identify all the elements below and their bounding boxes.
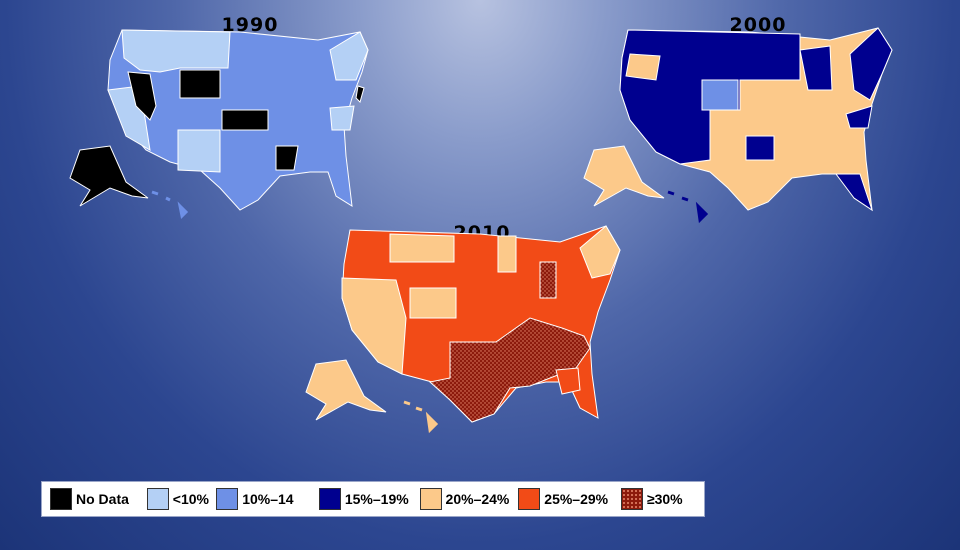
region-co-light <box>409 287 457 319</box>
legend-swatch <box>318 488 341 510</box>
map-title-2000: 2000 <box>729 14 787 36</box>
legend-label: 10%–14 <box>242 491 294 507</box>
region-nm-light <box>177 129 221 173</box>
region-mn-light <box>497 235 517 273</box>
us-map-2000 <box>583 27 893 224</box>
legend-label: 20%–24% <box>445 491 510 507</box>
nodata-nj <box>355 85 365 103</box>
hawaii-2000 <box>667 190 709 224</box>
region-colorado-mid <box>701 79 739 111</box>
nodata-kansas <box>221 109 269 131</box>
legend-label: 25%–29% <box>544 491 609 507</box>
legend-swatch <box>518 488 541 510</box>
map-title-1990: 1990 <box>221 14 279 36</box>
legend-swatch <box>419 488 442 510</box>
region-ne-light <box>329 31 369 81</box>
legend-swatch <box>620 488 643 510</box>
alaska-2010 <box>305 359 387 421</box>
alaska-2000 <box>583 145 665 207</box>
region-wi-dark <box>799 45 833 91</box>
legend-item: 25%–29% <box>518 488 616 510</box>
nodata-alaska <box>69 145 149 207</box>
us-map-1990 <box>69 29 369 220</box>
region-va-dark <box>845 105 873 129</box>
nodata-nevada <box>127 71 157 121</box>
legend-label: <10% <box>172 491 209 507</box>
nodata-arkansas <box>275 145 299 171</box>
legend-item: 20%–24% <box>419 488 514 510</box>
legend-swatch <box>216 488 239 510</box>
region-fl-dark <box>835 173 873 212</box>
legend-item: 15%–19% <box>318 488 415 510</box>
legend-label: ≥30% <box>646 491 683 507</box>
region-ne-dark <box>849 27 893 101</box>
legend-item: No Data <box>50 488 142 510</box>
hawaii-2010 <box>403 400 439 434</box>
region-ok-dark <box>745 135 775 161</box>
region-mi-dotted <box>539 261 557 299</box>
region-nw-light <box>121 29 231 73</box>
us-map-2010 <box>305 225 621 434</box>
region-ga-orange <box>555 367 581 395</box>
legend-label: No Data <box>76 491 129 507</box>
legend-item: 10%–14 <box>216 488 314 510</box>
region-mt-light <box>389 233 455 263</box>
hawaii-1990 <box>151 190 189 220</box>
region-mid-light <box>329 105 355 131</box>
legend-item: <10% <box>146 488 211 510</box>
region-ne-light <box>579 225 621 279</box>
legend-label: 15%–19% <box>344 491 409 507</box>
region-west-light <box>341 277 407 375</box>
legend: No Data <10% 10%–14 15%–19% 20%–24% 25%–29% ≥3… <box>41 481 705 517</box>
legend-item: ≥30% <box>620 488 699 510</box>
region-south-dotted <box>428 317 591 423</box>
legend-swatch <box>50 488 72 510</box>
legend-swatch <box>146 488 169 510</box>
region-oregon-light <box>625 53 661 81</box>
nodata-wyoming <box>179 69 221 99</box>
